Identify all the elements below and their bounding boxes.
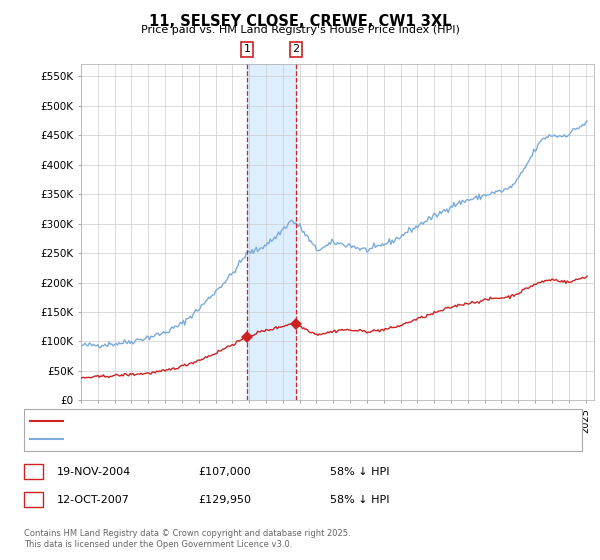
Text: Price paid vs. HM Land Registry's House Price Index (HPI): Price paid vs. HM Land Registry's House … [140,25,460,35]
Text: 11, SELSEY CLOSE, CREWE, CW1 3XL (detached house): 11, SELSEY CLOSE, CREWE, CW1 3XL (detach… [69,416,358,426]
Text: HPI: Average price, detached house, Cheshire East: HPI: Average price, detached house, Ches… [69,434,334,444]
Text: 19-NOV-2004: 19-NOV-2004 [57,466,131,477]
Text: 11, SELSEY CLOSE, CREWE, CW1 3XL: 11, SELSEY CLOSE, CREWE, CW1 3XL [149,14,451,29]
Text: 1: 1 [244,44,251,54]
Text: 1: 1 [30,466,37,477]
Bar [247,64,296,400]
Text: Contains HM Land Registry data © Crown copyright and database right 2025.
This d: Contains HM Land Registry data © Crown c… [24,529,350,549]
Text: 2: 2 [30,494,37,505]
Text: 58% ↓ HPI: 58% ↓ HPI [330,466,389,477]
Text: £129,950: £129,950 [198,494,251,505]
Text: 58% ↓ HPI: 58% ↓ HPI [330,494,389,505]
Text: £107,000: £107,000 [198,466,251,477]
Text: 2: 2 [292,44,299,54]
Text: 12-OCT-2007: 12-OCT-2007 [57,494,130,505]
